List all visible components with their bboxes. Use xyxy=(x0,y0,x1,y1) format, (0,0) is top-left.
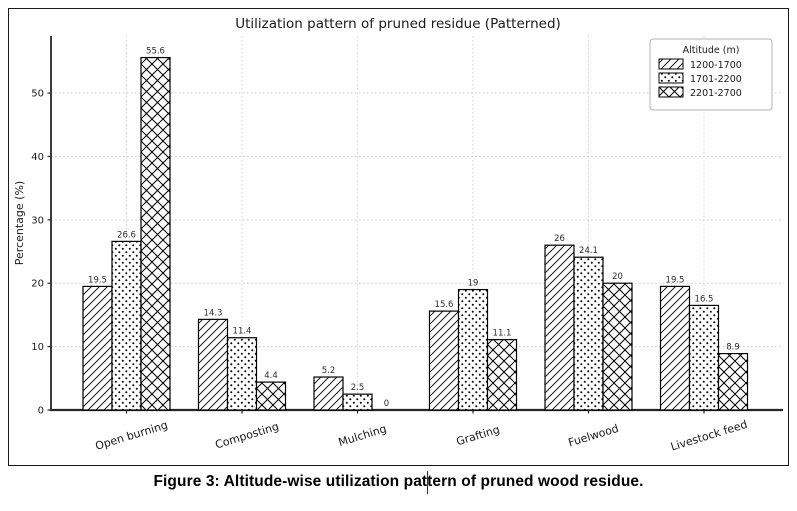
figure-caption: Figure 3: Altitude-wise utilization patt… xyxy=(0,473,797,491)
y-axis-title: Percentage (%) xyxy=(13,181,26,265)
bar-value-label: 0 xyxy=(384,399,389,409)
bar-value-label: 11.1 xyxy=(493,329,512,339)
bar-value-label: 16.5 xyxy=(695,294,714,304)
bar-value-label: 19 xyxy=(468,279,479,289)
x-tick-label: Fuelwood xyxy=(567,422,620,450)
y-tick-label: 50 xyxy=(31,89,44,100)
bar-2201-2700-Fuelwood xyxy=(602,282,633,411)
bar-1200-1700-Composting xyxy=(197,318,229,411)
x-tick-label: Livestock feed xyxy=(669,418,749,454)
bar-value-label: 14.3 xyxy=(204,308,223,318)
bar-chart: 0 10 20 30 40 50 Open burning Composting Mulchin… xyxy=(13,16,783,454)
y-tick-label: 0 xyxy=(38,406,44,417)
legend: Altitude (m) 1200-1700 1701-2200 2201-2700 xyxy=(649,38,773,111)
legend-title: Altitude (m) xyxy=(683,45,740,56)
bar-value-label: 55.6 xyxy=(146,47,165,57)
bar-value-label: 20 xyxy=(612,272,623,282)
bar-1701-2200-Grafting xyxy=(457,288,489,411)
x-tick-label: Grafting xyxy=(455,423,502,449)
bar-1200-1700-Open burning xyxy=(82,285,113,411)
bars: 19.5 26.6 55.6 14.3 11.4 4.4 5.2 2.5 0 15.6 19 11.1… xyxy=(82,47,749,411)
figure-caption-text: Figure 3: Altitude-wise utilization patt… xyxy=(153,473,644,490)
bar-1701-2200-Livestock feed xyxy=(688,304,720,411)
bar-value-label: 19.5 xyxy=(666,275,685,285)
legend-label: 1701-2200 xyxy=(690,74,742,85)
chart-title: Utilization pattern of pruned residue (P… xyxy=(235,16,561,32)
bar-value-label: 26 xyxy=(554,234,565,244)
bar-value-label: 15.6 xyxy=(435,300,454,310)
bar-2201-2700-Open burning xyxy=(140,56,171,411)
legend-swatch-crosshatch xyxy=(658,86,684,98)
legend-label: 1200-1700 xyxy=(690,60,742,71)
bar-1200-1700-Livestock feed xyxy=(659,285,691,411)
bar-1200-1700-Fuelwood xyxy=(544,244,575,411)
bar-value-label: 26.6 xyxy=(117,230,136,240)
bar-1200-1700-Mulching xyxy=(313,376,344,411)
text-cursor xyxy=(427,471,428,494)
bar-value-label: 5.2 xyxy=(322,366,336,376)
bar-value-label: 24.1 xyxy=(579,246,598,256)
bar-2201-2700-Livestock feed xyxy=(717,352,749,411)
x-tick-label: Composting xyxy=(214,420,281,452)
x-tick-label: Open burning xyxy=(94,418,170,452)
y-tick-label: 10 xyxy=(31,342,44,353)
x-tick-label: Mulching xyxy=(337,422,388,449)
bar-1701-2200-Open burning xyxy=(111,240,142,411)
bar-1200-1700-Grafting xyxy=(428,310,460,411)
bar-value-label: 19.5 xyxy=(88,275,107,285)
bar-2201-2700-Grafting xyxy=(486,339,518,411)
bar-1701-2200-Fuelwood xyxy=(573,256,604,411)
bar-value-label: 11.4 xyxy=(233,327,252,337)
bar-2201-2700-Composting xyxy=(255,381,287,411)
legend-swatch-diagonal-hatch xyxy=(658,58,684,70)
bar-value-label: 8.9 xyxy=(726,343,740,353)
bar-1701-2200-Composting xyxy=(226,337,258,411)
bar-value-label: 4.4 xyxy=(264,371,278,381)
legend-label: 2201-2700 xyxy=(690,88,742,99)
legend-swatch-dots xyxy=(658,72,684,84)
chart-figure: 0 10 20 30 40 50 Open burning Composting Mulchin… xyxy=(8,8,789,466)
bar-1701-2200-Mulching xyxy=(342,393,373,411)
y-tick-label: 30 xyxy=(31,215,44,226)
bar-value-label: 2.5 xyxy=(351,383,365,393)
y-tick-label: 40 xyxy=(31,152,44,163)
y-tick-label: 20 xyxy=(31,279,44,290)
